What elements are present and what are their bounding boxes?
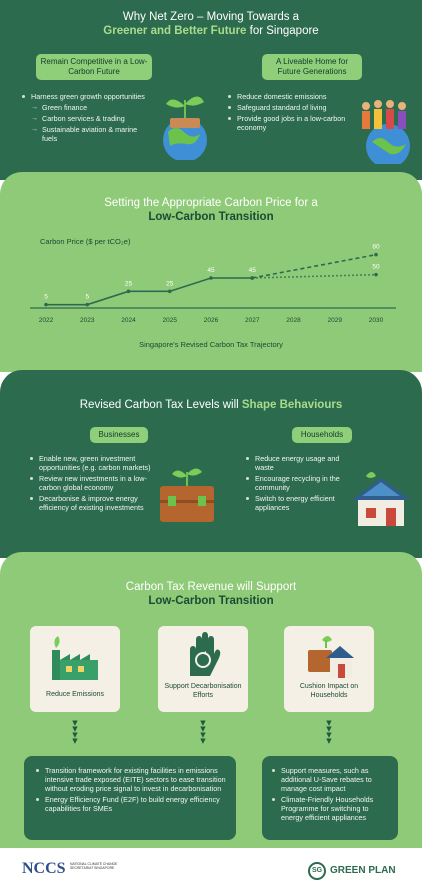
emissions-support-list: Transition framework for existing facili… xyxy=(36,766,228,815)
x-tick-label: 2025 xyxy=(163,317,178,324)
list-item: Decarbonise & improve energy efficiency … xyxy=(30,494,152,512)
households-pill: Households xyxy=(292,427,352,443)
businesses-pill: Businesses xyxy=(90,427,148,443)
behaviours-section: Revised Carbon Tax Levels will Shape Beh… xyxy=(0,370,422,558)
carbon-tax-chart: Carbon Price ($ per tCO₂e) 2022 2023 2024 2… xyxy=(30,237,396,324)
competitive-pill: Remain Competitive in a Low-Carbon Futur… xyxy=(36,54,152,80)
x-tick-label: 2030 xyxy=(369,317,384,324)
list-item: Energy Efficiency Fund (E2F) to build en… xyxy=(36,795,228,813)
card-label-reduce: Reduce Emissions xyxy=(46,691,104,698)
recycle-hand-icon xyxy=(190,632,221,676)
x-tick-label: 2023 xyxy=(80,317,95,324)
carbon-price-section: Setting the Appropriate Carbon Price for… xyxy=(0,172,422,372)
data-label: 5 xyxy=(85,294,89,301)
data-label: 50 xyxy=(372,264,380,271)
list-item: Transition framework for existing facili… xyxy=(36,766,228,793)
data-label: 45 xyxy=(249,267,257,274)
arrows-reduce: ▼ ▼ ▼ ▼ xyxy=(72,719,78,745)
carbon-price-title: Setting the Appropriate Carbon Price for… xyxy=(104,197,318,223)
list-item: Switch to energy efficient appliances xyxy=(246,494,346,512)
list-item: Support measures, such as additional U-S… xyxy=(272,766,392,793)
data-point xyxy=(209,276,213,280)
sg-badge-icon: SG xyxy=(308,862,326,880)
list-item: Climate-Friendly Households Programme fo… xyxy=(272,795,392,822)
behaviours-title: Revised Carbon Tax Levels will Shape Beh… xyxy=(79,399,343,411)
reduce-emissions-card: Reduce Emissions xyxy=(30,626,120,712)
data-point xyxy=(250,276,255,280)
emissions-support-box: Transition framework for existing facili… xyxy=(24,756,236,840)
arrows-cushion: ▼ ▼ ▼ ▼ xyxy=(326,719,332,745)
data-label: 25 xyxy=(125,280,133,287)
list-item: Enable new, green investment opportuniti… xyxy=(30,454,152,472)
list-item: Safeguard standard of living xyxy=(228,103,348,112)
globe-plant-icon xyxy=(163,96,207,160)
list-item: Carbon services & trading xyxy=(22,114,152,123)
x-tick-label: 2029 xyxy=(328,317,343,324)
people-globe-icon xyxy=(362,100,410,164)
nccs-subtitle: NATIONAL CLIMATE CHANGE SECRETARIAT SING… xyxy=(70,862,118,871)
data-label: 25 xyxy=(166,280,174,287)
support-decarbonisation-card: Support Decarbonisation Efforts xyxy=(158,626,248,712)
list-item: Provide good jobs in a low-carbon econom… xyxy=(228,114,348,132)
series-line-0 xyxy=(46,277,253,306)
x-tick-label: 2028 xyxy=(286,317,301,324)
chart-caption: Singapore's Revised Carbon Tax Trajector… xyxy=(139,340,283,349)
data-point xyxy=(85,302,90,307)
why-net-zero-title: Why Net Zero – Moving Towards a Greener … xyxy=(103,11,319,37)
data-label: 5 xyxy=(44,294,48,301)
green-plan-logo: GREEN PLAN xyxy=(330,865,396,876)
x-tick-label: 2026 xyxy=(204,317,219,324)
liveable-pill: A Liveable Home for Future Generations xyxy=(262,54,362,80)
data-point xyxy=(126,289,131,294)
business-list: Enable new, green investment opportuniti… xyxy=(30,454,152,514)
competitive-list: Harness green growth opportunities Green … xyxy=(22,92,152,145)
list-item: Review new investments in a low-carbon g… xyxy=(30,474,152,492)
list-item: Green finance xyxy=(22,103,152,112)
list-item: Reduce domestic emissions xyxy=(228,92,348,101)
solar-house-icon xyxy=(352,472,410,526)
list-item: Reduce energy usage and waste xyxy=(246,454,346,472)
nccs-logo: NCCS xyxy=(22,860,66,877)
data-label: 45 xyxy=(207,267,215,274)
x-tick-label: 2024 xyxy=(121,317,136,324)
card-label-support: Support Decarbonisation Efforts xyxy=(164,683,242,699)
household-support-box: Support measures, such as additional U-S… xyxy=(262,756,398,840)
data-point xyxy=(44,302,48,307)
x-tick-label: 2027 xyxy=(245,317,260,324)
data-label: 80 xyxy=(372,244,380,251)
household-list: Reduce energy usage and waste Encourage r… xyxy=(246,454,346,514)
chart-title: Carbon Price ($ per tCO₂e) xyxy=(40,237,131,246)
card-label-cushion: Cushion Impact on Households xyxy=(299,683,359,699)
revenue-section: Carbon Tax Revenue will Support Low-Carb… xyxy=(0,552,422,852)
revenue-title: Carbon Tax Revenue will Support Low-Carb… xyxy=(125,581,297,607)
why-net-zero-section: Why Net Zero – Moving Towards a Greener … xyxy=(0,0,422,180)
briefcase-plant-icon xyxy=(160,468,214,522)
factory-icon xyxy=(52,636,98,680)
list-item: Harness green growth opportunities xyxy=(22,92,152,101)
arrows-support: ▼ ▼ ▼ ▼ xyxy=(200,719,206,745)
list-item: Encourage recycling in the community xyxy=(246,474,346,492)
series-line-2 xyxy=(252,273,377,279)
cushion-impact-card: Cushion Impact on Households xyxy=(284,626,374,712)
liveable-list: Reduce domestic emissions Safeguard stand… xyxy=(228,92,348,134)
data-point xyxy=(167,289,172,294)
data-point xyxy=(374,252,378,257)
data-point xyxy=(374,272,378,277)
footer: NCCS NATIONAL CLIMATE CHANGE SECRETARIAT… xyxy=(0,848,422,894)
household-support-list: Support measures, such as additional U-S… xyxy=(272,766,392,824)
house-briefcase-icon xyxy=(308,636,354,678)
list-item: Sustainable aviation & marine fuels xyxy=(22,125,152,143)
x-tick-label: 2022 xyxy=(39,317,54,324)
